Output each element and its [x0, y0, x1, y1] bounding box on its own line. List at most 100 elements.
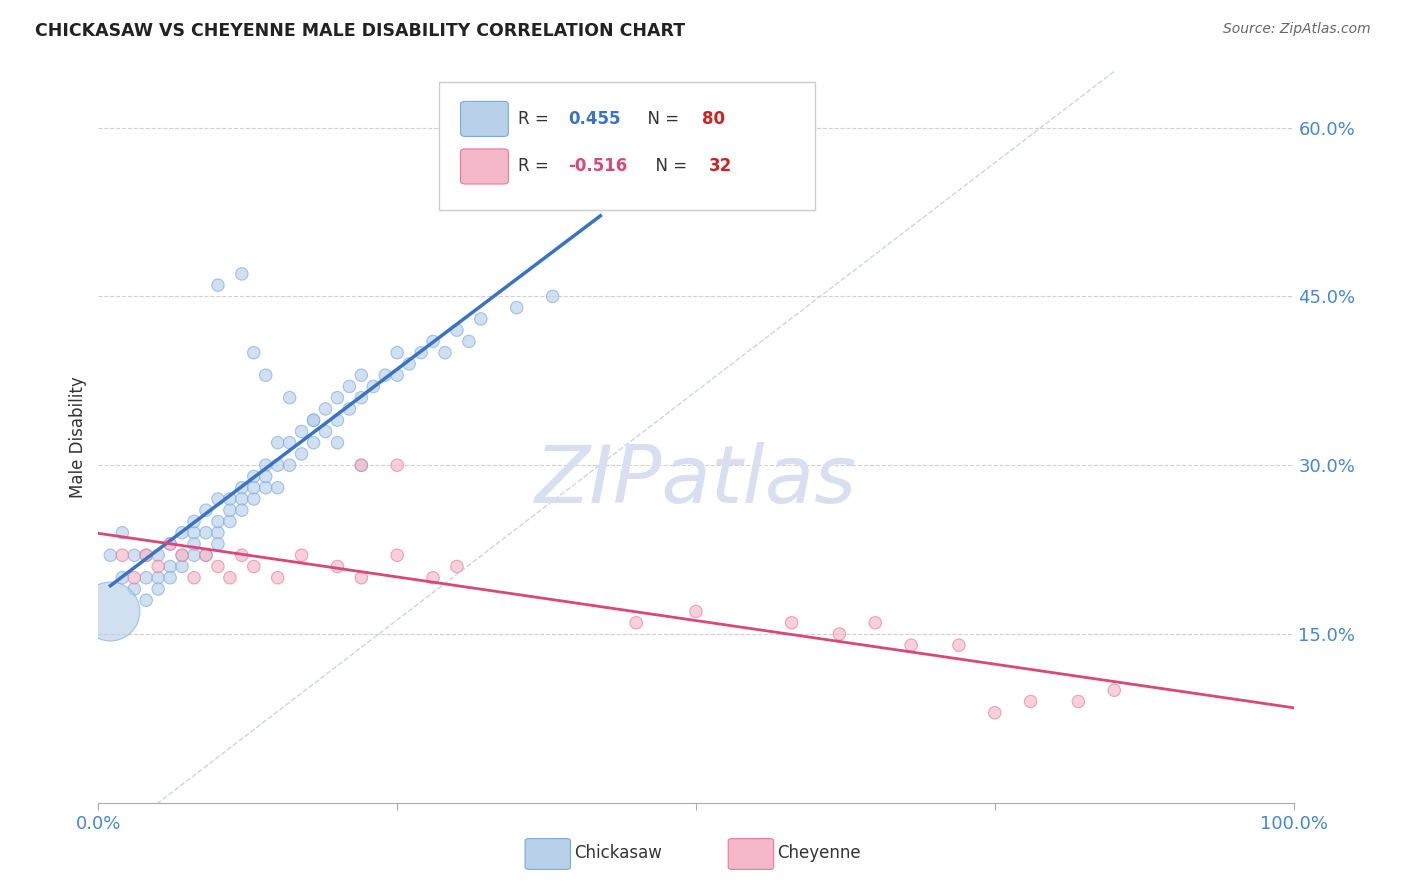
Point — [135, 593, 157, 607]
Point — [124, 548, 146, 562]
Point — [685, 605, 707, 619]
Point — [685, 98, 707, 112]
Point — [219, 503, 242, 517]
Point — [302, 413, 325, 427]
Point — [98, 605, 122, 619]
Point — [195, 548, 218, 562]
FancyBboxPatch shape — [728, 838, 773, 870]
Point — [159, 537, 181, 551]
Point — [363, 379, 385, 393]
Point — [339, 401, 361, 416]
Point — [865, 615, 887, 630]
FancyBboxPatch shape — [439, 82, 815, 211]
FancyBboxPatch shape — [461, 102, 509, 136]
Point — [172, 548, 194, 562]
Point — [135, 571, 157, 585]
Point — [350, 391, 373, 405]
Point — [326, 435, 349, 450]
Point — [315, 401, 337, 416]
Point — [900, 638, 922, 652]
Point — [183, 525, 205, 540]
Point — [350, 458, 373, 473]
Point — [278, 391, 301, 405]
Point — [350, 368, 373, 383]
Point — [148, 571, 170, 585]
Point — [267, 435, 290, 450]
Text: CHICKASAW VS CHEYENNE MALE DISABILITY CORRELATION CHART: CHICKASAW VS CHEYENNE MALE DISABILITY CO… — [35, 22, 685, 40]
Point — [626, 615, 648, 630]
Point — [302, 413, 325, 427]
Point — [148, 548, 170, 562]
Text: Cheyenne: Cheyenne — [778, 844, 860, 862]
Point — [243, 469, 266, 483]
Point — [111, 525, 134, 540]
Point — [135, 548, 157, 562]
Point — [411, 345, 433, 359]
Point — [398, 357, 420, 371]
Point — [111, 548, 134, 562]
Point — [243, 345, 266, 359]
Text: N =: N = — [644, 158, 692, 176]
Point — [148, 559, 170, 574]
Point — [254, 458, 277, 473]
Point — [243, 559, 266, 574]
Point — [291, 548, 314, 562]
Point — [326, 391, 349, 405]
Point — [434, 345, 457, 359]
Point — [183, 537, 205, 551]
Point — [243, 491, 266, 506]
Point — [446, 559, 468, 574]
Point — [172, 559, 194, 574]
Point — [124, 582, 146, 596]
Point — [98, 548, 122, 562]
Point — [183, 571, 205, 585]
Point — [984, 706, 1007, 720]
Point — [326, 413, 349, 427]
Point — [231, 481, 253, 495]
Point — [339, 379, 361, 393]
Point — [278, 458, 301, 473]
Point — [207, 491, 229, 506]
Point — [326, 559, 349, 574]
Point — [111, 571, 134, 585]
Text: 80: 80 — [702, 110, 725, 128]
Text: N =: N = — [637, 110, 685, 128]
Text: Chickasaw: Chickasaw — [574, 844, 662, 862]
Text: Source: ZipAtlas.com: Source: ZipAtlas.com — [1223, 22, 1371, 37]
Point — [302, 435, 325, 450]
Point — [195, 525, 218, 540]
FancyBboxPatch shape — [524, 838, 571, 870]
Point — [159, 537, 181, 551]
Point — [828, 627, 851, 641]
Point — [315, 425, 337, 439]
Y-axis label: Male Disability: Male Disability — [69, 376, 87, 498]
Point — [374, 368, 396, 383]
Point — [1019, 694, 1042, 708]
Text: -0.516: -0.516 — [568, 158, 627, 176]
Point — [207, 559, 229, 574]
Point — [541, 289, 564, 303]
Point — [231, 491, 253, 506]
Point — [219, 491, 242, 506]
Point — [1104, 683, 1126, 698]
Text: ZIPatlas: ZIPatlas — [534, 442, 858, 520]
Point — [195, 503, 218, 517]
Point — [254, 481, 277, 495]
Point — [267, 458, 290, 473]
Point — [231, 267, 253, 281]
Point — [219, 515, 242, 529]
FancyBboxPatch shape — [461, 149, 509, 184]
Point — [207, 515, 229, 529]
Point — [350, 458, 373, 473]
Point — [207, 537, 229, 551]
Text: R =: R = — [517, 158, 554, 176]
Point — [385, 345, 409, 359]
Point — [470, 312, 492, 326]
Point — [422, 571, 444, 585]
Point — [172, 548, 194, 562]
Point — [124, 571, 146, 585]
Point — [446, 323, 468, 337]
Point — [458, 334, 481, 349]
Point — [291, 447, 314, 461]
Point — [148, 582, 170, 596]
